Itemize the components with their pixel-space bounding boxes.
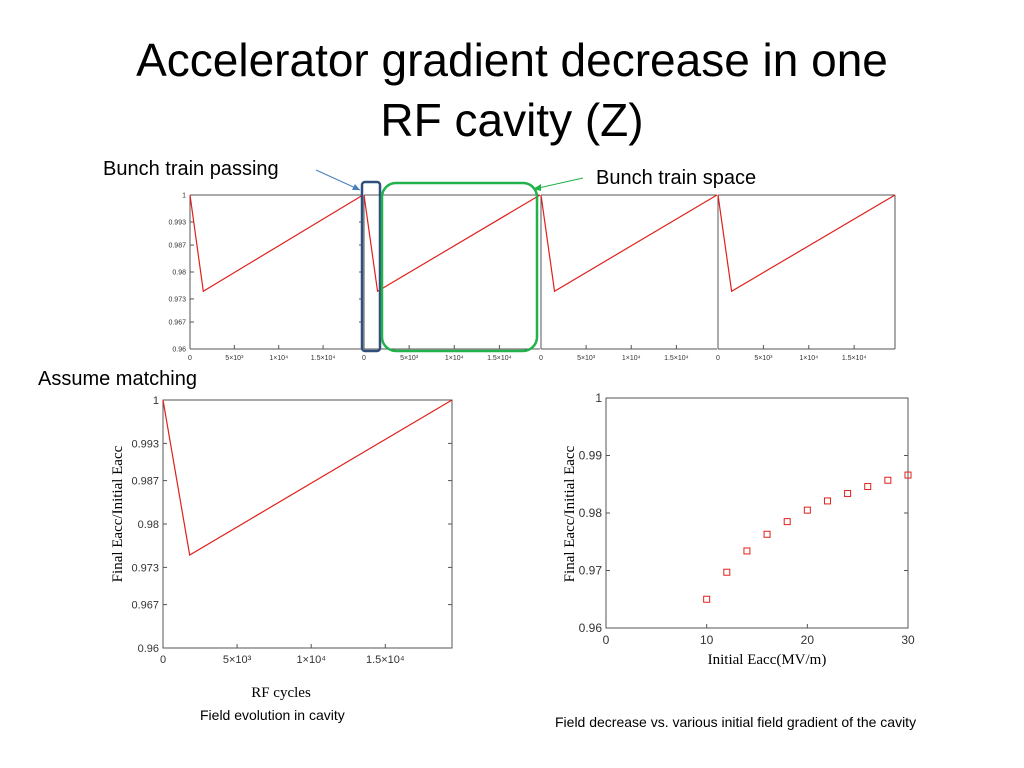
x-tick-label: 30 bbox=[901, 633, 915, 647]
bunch-train-passing-box bbox=[360, 180, 382, 353]
scatter-point bbox=[864, 483, 872, 491]
x-tick-label: 1×10⁴ bbox=[445, 355, 464, 362]
scatter-point bbox=[783, 518, 791, 526]
passing-pointer-arrowhead bbox=[352, 184, 360, 190]
x-tick-label: 1×10⁴ bbox=[269, 355, 288, 362]
y-tick-label: 0.987 bbox=[131, 475, 159, 487]
y-tick-label: 0.98 bbox=[579, 506, 603, 520]
scatter-point bbox=[884, 476, 892, 484]
y-tick-label: 1 bbox=[153, 395, 159, 407]
field-evolution-series-line bbox=[162, 399, 453, 556]
space-pointer-arrowhead bbox=[533, 184, 541, 191]
x-tick-label: 1.5×10⁴ bbox=[842, 355, 867, 362]
y-tick-label: 0.973 bbox=[168, 296, 186, 303]
scatter-point bbox=[844, 489, 852, 497]
y-tick-label: 0.96 bbox=[138, 643, 159, 655]
scatter-point bbox=[723, 568, 731, 576]
x-tick-label: 5×10³ bbox=[754, 355, 773, 362]
scatter-point bbox=[743, 547, 751, 555]
x-tick-label: 5×10³ bbox=[225, 355, 244, 362]
passing-pointer-line bbox=[315, 169, 361, 191]
slide-title: Accelerator gradient decrease in one RF … bbox=[0, 30, 1024, 150]
y-tick-label: 0.993 bbox=[168, 219, 186, 226]
scatter-point bbox=[803, 506, 811, 514]
field-decrease-caption: Field decrease vs. various initial field… bbox=[555, 714, 917, 730]
x-tick-label: 1×10⁴ bbox=[296, 654, 326, 666]
plot-frame bbox=[605, 397, 909, 629]
x-tick-label: 0 bbox=[160, 654, 166, 666]
x-tick-label: 0 bbox=[603, 633, 610, 647]
x-axis-label: RF cycles bbox=[251, 685, 311, 701]
x-tick-label: 1.5×10⁴ bbox=[487, 355, 512, 362]
x-tick-label: 5×10³ bbox=[223, 654, 252, 666]
y-tick-label: 0.98 bbox=[138, 519, 159, 531]
field-evolution-caption: Field evolution in cavity bbox=[200, 707, 345, 723]
panel-1-series-line bbox=[189, 194, 364, 293]
x-tick-label: 0 bbox=[362, 355, 366, 362]
panel-3-series-line bbox=[540, 194, 718, 293]
y-tick-label: 0.99 bbox=[579, 449, 603, 463]
x-tick-label: 5×10³ bbox=[400, 355, 419, 362]
y-tick-label: 0.967 bbox=[168, 320, 186, 327]
scatter-point bbox=[703, 595, 711, 603]
y-tick-label: 0.97 bbox=[579, 564, 603, 578]
x-tick-label: 1.5×10⁴ bbox=[664, 355, 689, 362]
slide-title-line-2: RF cavity (Z) bbox=[380, 94, 644, 146]
y-tick-label: 1 bbox=[182, 192, 186, 199]
bunch-train-passing-label: Bunch train passing bbox=[103, 158, 279, 180]
panel-2-series-line bbox=[363, 194, 541, 293]
scatter-point bbox=[904, 471, 912, 479]
x-tick-label: 0 bbox=[539, 355, 543, 362]
slide-title-line-1: Accelerator gradient decrease in one bbox=[136, 34, 888, 86]
x-tick-label: 10 bbox=[700, 633, 714, 647]
y-tick-label: 1 bbox=[595, 391, 602, 405]
y-tick-label: 0.98 bbox=[172, 269, 186, 276]
panel-4-series-line bbox=[717, 194, 896, 293]
x-tick-label: 1.5×10⁴ bbox=[366, 654, 405, 666]
x-tick-label: 1×10⁴ bbox=[799, 355, 818, 362]
y-axis-label: Final Eacc/Initial Eacc bbox=[562, 445, 578, 582]
y-tick-label: 0.967 bbox=[131, 599, 159, 611]
bunch-train-space-label: Bunch train space bbox=[596, 167, 757, 189]
x-tick-label: 5×10³ bbox=[577, 355, 596, 362]
space-pointer-line bbox=[533, 177, 584, 190]
scatter-point bbox=[763, 530, 771, 538]
y-tick-label: 0.96 bbox=[172, 346, 186, 353]
bunch-train-space-box bbox=[380, 181, 539, 353]
x-tick-label: 1.5×10⁴ bbox=[311, 355, 336, 362]
y-tick-label: 0.973 bbox=[131, 562, 159, 574]
scatter-point bbox=[823, 497, 831, 505]
x-axis-label: Initial Eacc(MV/m) bbox=[708, 652, 827, 668]
x-tick-label: 0 bbox=[716, 355, 720, 362]
assume-matching-label: Assume matching bbox=[38, 368, 197, 390]
y-tick-label: 0.993 bbox=[131, 438, 159, 450]
y-axis-label: Final Eacc/Initial Eacc bbox=[110, 445, 126, 582]
y-tick-label: 0.987 bbox=[168, 243, 186, 250]
x-tick-label: 1×10⁴ bbox=[622, 355, 641, 362]
y-tick-label: 0.96 bbox=[579, 621, 603, 635]
x-tick-label: 0 bbox=[188, 355, 192, 362]
x-tick-label: 20 bbox=[801, 633, 815, 647]
